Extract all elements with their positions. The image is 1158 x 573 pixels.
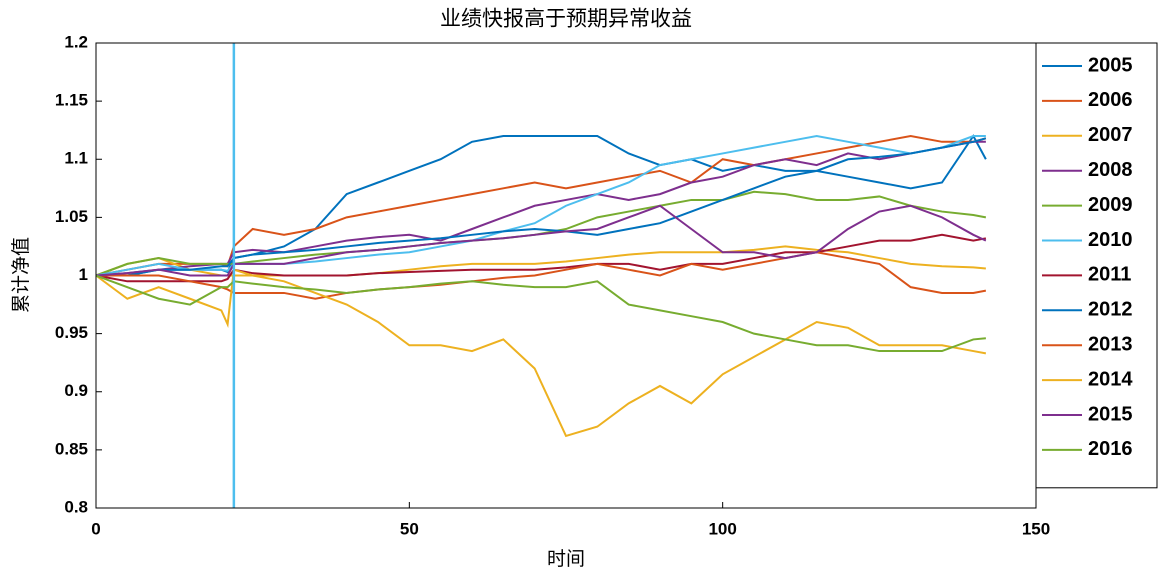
legend-label: 2016: [1088, 438, 1133, 460]
legend-box: [1035, 42, 1158, 489]
y-tick-label: 1: [79, 265, 88, 284]
y-tick-label: 0.8: [64, 497, 88, 516]
legend-label: 2009: [1088, 194, 1133, 216]
series-line: [95, 134, 987, 277]
y-axis-label: 累计净值: [10, 237, 32, 313]
series-line: [95, 204, 987, 277]
y-tick-label: 0.9: [64, 381, 88, 400]
series-line: [96, 251, 987, 300]
legend-label: 2015: [1088, 403, 1133, 425]
series-line: [96, 137, 987, 277]
legend-label: 2012: [1088, 299, 1133, 321]
x-tick-label: 150: [1022, 519, 1050, 538]
x-tick-label: 100: [708, 519, 736, 538]
series-line: [95, 268, 987, 438]
series-line: [95, 134, 986, 277]
y-tick-label: 1.05: [55, 207, 88, 226]
x-tick-label: 50: [400, 519, 419, 538]
series-line: [95, 233, 987, 283]
x-axis-label: 时间: [547, 548, 585, 570]
legend-label: 2008: [1088, 159, 1133, 181]
chart-title: 业绩快报高于预期异常收益: [440, 8, 692, 31]
legend-label: 2005: [1088, 54, 1133, 76]
y-tick-label: 1.15: [55, 91, 88, 110]
y-tick-label: 1.1: [64, 149, 88, 168]
series-line: [95, 140, 986, 277]
y-tick-label: 0.95: [55, 323, 88, 342]
legend-label: 2006: [1088, 89, 1133, 111]
y-tick-label: 1.2: [64, 32, 88, 51]
x-tick-label: 0: [91, 519, 100, 538]
legend-label: 2014: [1088, 368, 1133, 390]
legend-label: 2010: [1088, 229, 1133, 251]
y-tick-label: 0.85: [55, 439, 88, 458]
legend-label: 2011: [1088, 264, 1131, 286]
series-line: [95, 274, 986, 353]
legend-label: 2007: [1088, 124, 1133, 146]
series-line: [96, 134, 987, 277]
legend-label: 2013: [1088, 333, 1133, 355]
